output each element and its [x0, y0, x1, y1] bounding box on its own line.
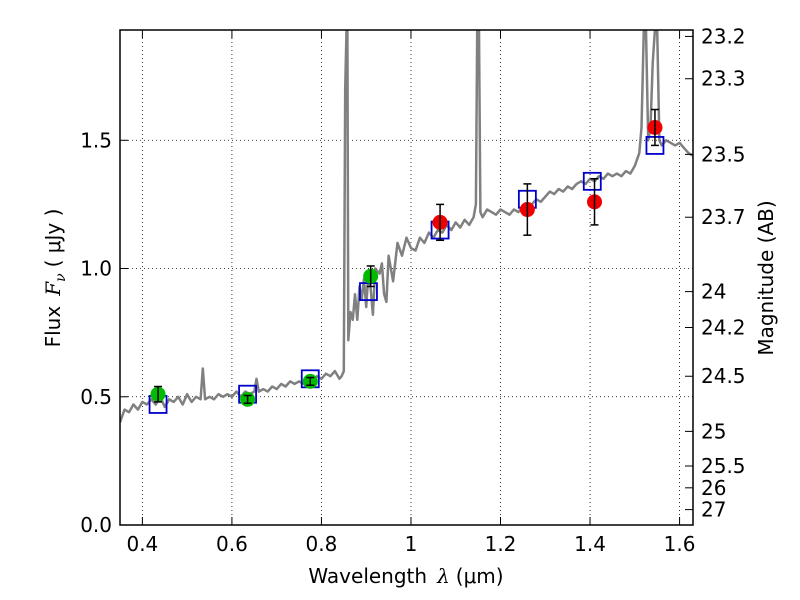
- y2-tick-label: 23.7: [701, 205, 746, 229]
- y2-tick-label: 26: [701, 476, 726, 500]
- y2-tick-label: 24: [701, 280, 726, 304]
- tick-group: 0.4 0.6 0.8 1 1.2 1.4 1.6 0.0 0.5 1.0 1.5 23.2 23.3 2…: [80, 24, 745, 556]
- plot-frame: [119, 29, 694, 526]
- x-tick-label: 1: [405, 532, 418, 556]
- y2-tick-label: 24.5: [701, 364, 746, 388]
- model-square: [582, 171, 602, 191]
- x-tick-label: 1.6: [664, 532, 696, 556]
- y-tick-label: 1.5: [80, 128, 112, 152]
- y2-axis-label: Magnitude (AB): [754, 200, 778, 355]
- y2-tick-label: 23.2: [701, 24, 746, 48]
- x-tick-label: 0.6: [216, 532, 248, 556]
- y2-tick-label: 25: [701, 419, 726, 443]
- plot-area: [120, 30, 693, 423]
- grid: [120, 30, 693, 526]
- y2-tick-label: 25.5: [701, 454, 746, 478]
- x-tick-label: 0.4: [126, 532, 158, 556]
- y-tick-label: 1.0: [80, 257, 112, 281]
- sed-line: [120, 30, 693, 423]
- x-axis-label: Wavelength λ (μm): [308, 564, 503, 588]
- y2-tick-label: 23.3: [701, 67, 746, 91]
- y2-tick-label: 23.5: [701, 142, 746, 166]
- x-tick-label: 0.8: [306, 532, 338, 556]
- y2-tick-label: 27: [701, 498, 726, 522]
- y-tick-label: 0.0: [80, 513, 112, 537]
- y2-tick-label: 24.2: [701, 316, 746, 340]
- y-tick-label: 0.5: [80, 385, 112, 409]
- x-tick-label: 1.4: [574, 532, 606, 556]
- x-tick-label: 1.2: [485, 532, 517, 556]
- y-axis-label: FluxFν( μJy ): [41, 209, 69, 348]
